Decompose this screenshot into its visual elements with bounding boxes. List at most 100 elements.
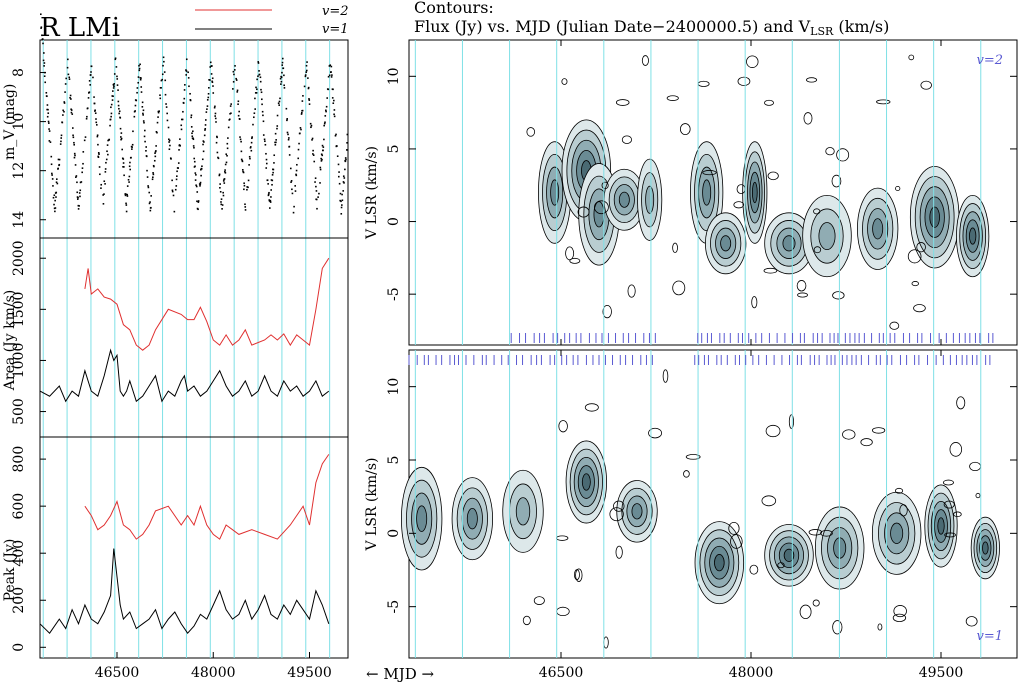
noise-contour-0-41	[601, 181, 609, 190]
panel-label-0: v=2	[976, 53, 1003, 68]
light-curve-point-312	[171, 189, 174, 192]
light-curve-point-287	[159, 97, 162, 100]
light-curve-point-115	[88, 91, 91, 93]
light-curve-point-504	[253, 116, 255, 119]
light-curve-point-272	[153, 165, 155, 168]
light-curve-point-636	[310, 124, 313, 127]
light-curve-point-44	[55, 181, 58, 184]
light-curve-point-502	[251, 136, 253, 138]
light-curve-point-601	[293, 205, 295, 208]
area-series-v1	[39, 348, 330, 403]
noise-contour-0-11	[526, 127, 536, 137]
light-curve-point-77	[70, 109, 73, 111]
light-curve-point-222	[132, 130, 134, 133]
light-curve-point-192	[120, 132, 123, 134]
light-curve-point-528	[262, 134, 265, 136]
light-curve-point-437	[222, 180, 225, 182]
light-curve-point-590	[287, 138, 290, 141]
light-curve-point-669	[325, 109, 327, 112]
light-curve-point-147	[103, 180, 106, 183]
light-curve-point-575	[280, 76, 283, 79]
light-curve-point-95	[77, 204, 80, 207]
light-curve-point-527	[262, 120, 265, 123]
light-curve-point-475	[239, 138, 242, 141]
light-curve-point-717	[344, 160, 347, 163]
light-curve-point-692	[334, 134, 337, 137]
light-curve-point-314	[172, 194, 175, 197]
light-curve-point-7	[42, 59, 45, 62]
light-curve-point-190	[120, 136, 122, 138]
noise-contour-0-7	[913, 304, 926, 313]
light-curve-point-18	[46, 104, 49, 106]
light-curve-point-380	[200, 174, 202, 177]
light-curve-point-655	[320, 157, 322, 160]
light-curve-point-535	[265, 162, 268, 165]
light-curve-point-623	[304, 74, 307, 76]
noise-contour-0-43	[569, 257, 581, 264]
light-curve-point-87	[74, 164, 77, 166]
light-curve-point-503	[252, 123, 254, 126]
light-curve-point-284	[157, 111, 160, 114]
light-curve-point-688	[333, 99, 335, 102]
light-curve-point-71	[68, 78, 71, 80]
light-curve-point-670	[325, 110, 327, 113]
light-curve-point-583	[283, 84, 285, 87]
ytick-label-1-2: 5	[386, 456, 402, 465]
light-curve-point-539	[267, 194, 270, 197]
light-curve-point-581	[282, 67, 285, 70]
light-curve-point-200	[123, 174, 125, 177]
light-curve-point-493	[247, 179, 250, 182]
light-curve-point-103	[81, 171, 83, 174]
noise-contour-1-15	[749, 564, 759, 575]
light-curve-point-352	[191, 132, 193, 135]
star-name: R LMi	[40, 13, 120, 43]
light-curve-point-109	[85, 117, 88, 120]
noise-contour-1-3	[730, 534, 743, 549]
noise-contour-0-0	[627, 284, 636, 298]
light-curve-point-176	[114, 57, 117, 60]
light-curve-point-38	[54, 210, 56, 213]
light-curve-point-569	[278, 100, 281, 103]
light-curve-point-432	[220, 198, 223, 200]
light-curve-point-358	[192, 145, 195, 147]
light-curve-point-177	[115, 66, 118, 68]
noise-contour-1-25	[613, 500, 625, 512]
light-curve-point-152	[105, 158, 108, 161]
light-curve-point-159	[109, 124, 111, 127]
light-curve-point-424	[217, 157, 220, 160]
light-curve-point-445	[225, 153, 228, 156]
light-curve-point-126	[93, 102, 96, 105]
area-series-v2	[84, 257, 330, 351]
light-curve-point-220	[131, 146, 133, 148]
light-curve-point-399	[207, 92, 210, 95]
light-curve-point-198	[122, 162, 125, 164]
light-curve-point-508	[254, 92, 257, 94]
light-curve-point-340	[185, 74, 188, 76]
noise-contour-1-24	[832, 620, 843, 635]
light-curve-point-458	[232, 88, 234, 90]
light-curve-point-634	[309, 122, 312, 125]
light-curve-point-689	[333, 113, 335, 116]
light-curve-point-578	[281, 61, 284, 64]
light-curve-point-211	[128, 181, 130, 183]
light-curve-point-560	[274, 143, 277, 146]
light-curve-point-564	[276, 127, 278, 130]
light-curve-point-367	[195, 184, 197, 187]
light-curve-point-443	[224, 171, 227, 174]
light-curve-point-86	[74, 154, 76, 157]
light-curve-point-577	[281, 64, 284, 66]
light-curve-point-628	[307, 77, 309, 79]
light-curve-point-402	[209, 79, 211, 81]
light-curve-point-226	[134, 104, 137, 107]
contour-0-7-4	[751, 181, 758, 204]
light-curve-point-413	[213, 106, 216, 109]
noise-contour-0-12	[621, 135, 632, 145]
mjd-axis-label: ← MJD →	[366, 665, 435, 683]
light-curve-point-488	[244, 206, 247, 208]
light-curve-point-519	[259, 76, 262, 79]
light-curve-point-8	[43, 52, 45, 54]
noise-contour-0-27	[911, 281, 919, 287]
light-curve-point-408	[211, 80, 213, 83]
light-curve-point-490	[246, 188, 248, 191]
light-curve-point-409	[211, 81, 214, 84]
